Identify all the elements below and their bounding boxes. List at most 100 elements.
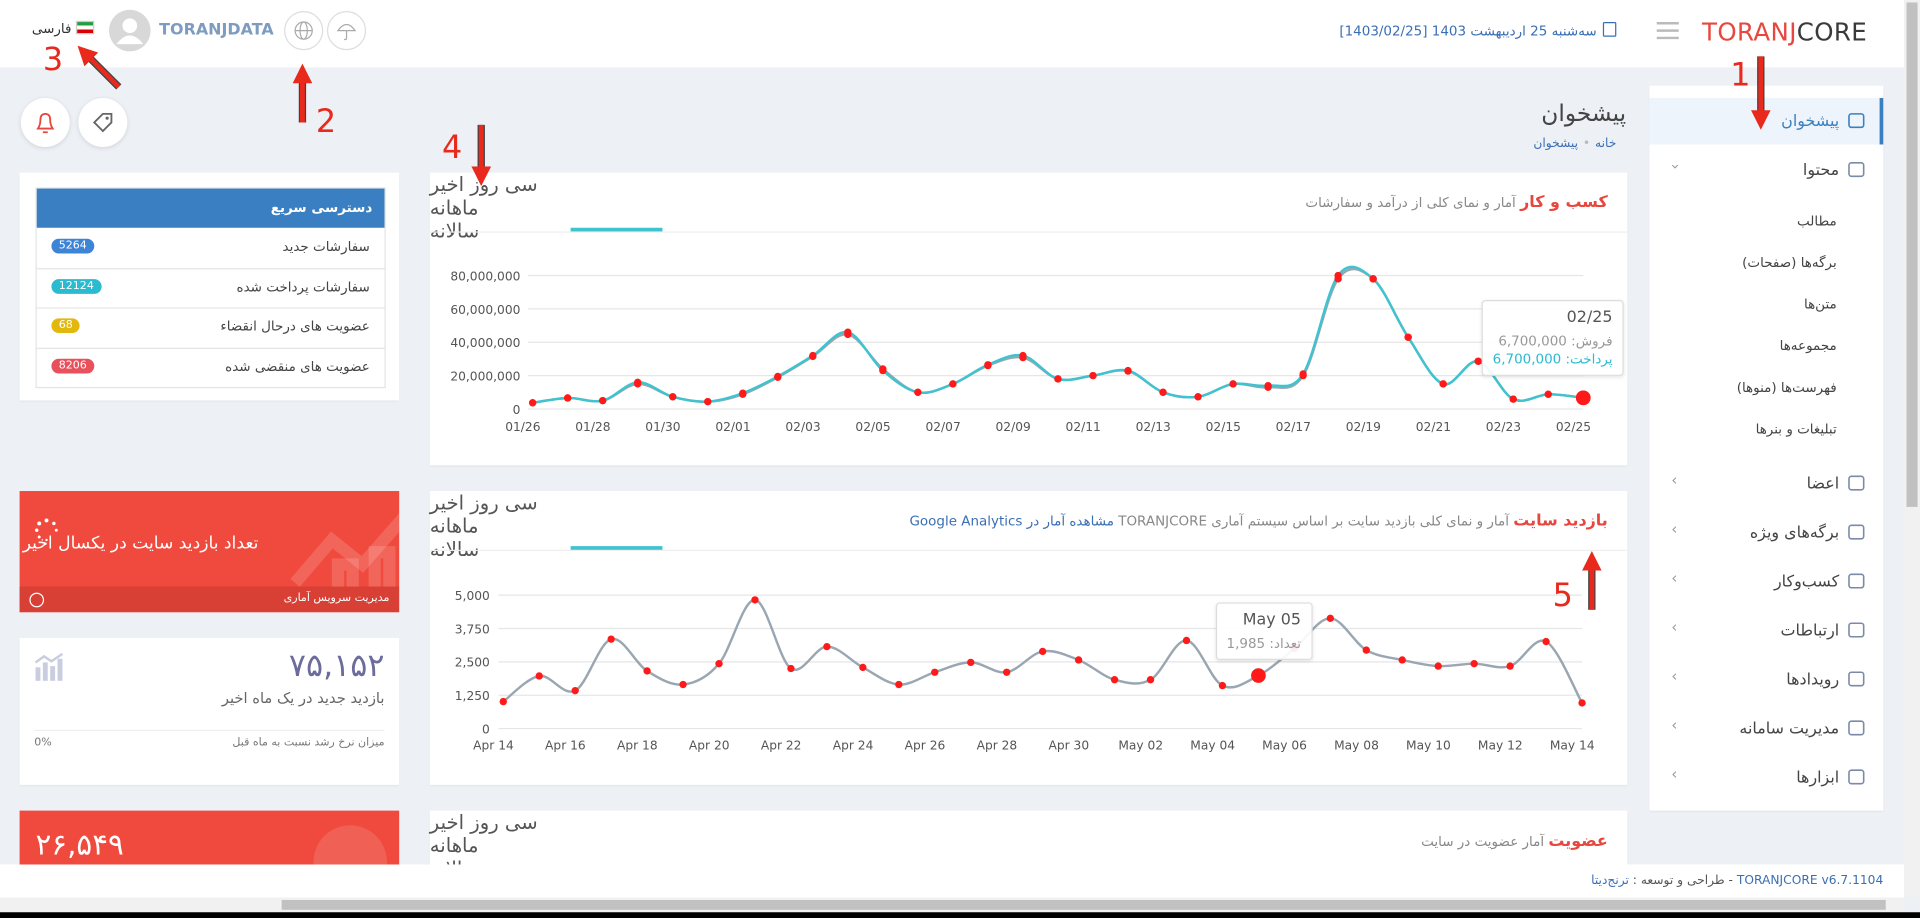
chevron[interactable]: ‹ (1665, 163, 1683, 170)
sidebar-label: محتوا (1802, 161, 1840, 181)
point (1194, 393, 1202, 401)
arrow-icon[interactable] (29, 592, 45, 608)
chevron[interactable]: ‹ (1671, 569, 1678, 587)
series-line (532, 267, 1584, 405)
tab[interactable]: سی روز اخیر (429, 810, 538, 834)
sidebar-subitem[interactable]: فهرست‌ها (منوها) (1736, 379, 1837, 396)
quick-access-table: دسترسی سریع سفارشات جدید 5264 سفارشات پردا… (35, 187, 386, 389)
sidebar-subitem[interactable]: متن‌ها (1803, 296, 1837, 313)
chevron[interactable]: ‹ (1671, 471, 1678, 489)
y-tick-label: 1,250 (455, 689, 490, 703)
language[interactable]: فارسی (32, 20, 95, 37)
sidebar-icon (1848, 475, 1865, 491)
sidebar-subitem[interactable]: تبلیغات و بنرها (1755, 421, 1837, 438)
tab[interactable]: ماهانه (429, 195, 479, 220)
point (679, 680, 687, 689)
horizontal-scrollbar[interactable] (0, 897, 1905, 913)
x-tick-label: 02/07 (925, 420, 960, 434)
point (1439, 380, 1447, 388)
umbrella-button[interactable] (326, 11, 367, 51)
tag-button[interactable] (78, 97, 128, 147)
scroll-thumb[interactable] (281, 900, 1886, 910)
visit-card-link[interactable]: مدیریت سرویس آماری (283, 592, 390, 605)
stat-icon (34, 652, 64, 681)
visit-card-footer (19, 586, 400, 613)
visit-card: تعداد بازدید سایت در یکسال اخیر مدیریت س… (19, 491, 400, 613)
row-label[interactable]: سفارشات جدید (282, 238, 370, 255)
avatar[interactable] (108, 9, 151, 52)
tab[interactable]: سالانه (429, 219, 480, 243)
point (1251, 668, 1266, 683)
tooltip-line: پرداخت: 6,700,000 (1493, 351, 1613, 367)
chevron[interactable]: ‹ (1671, 520, 1678, 538)
scroll-thumb[interactable] (1906, 2, 1918, 507)
sidebar-subitem[interactable]: مطالب (1797, 213, 1837, 229)
tab[interactable]: سی روز اخیر (429, 491, 538, 515)
point (1544, 390, 1552, 398)
icon-shape (1848, 475, 1865, 491)
chevron[interactable]: ‹ (1671, 667, 1678, 685)
breadcrumb: خانه•پیشخوان (1533, 137, 1617, 151)
logo[interactable]: TORANJCORE (1702, 17, 1867, 46)
members-value: ۲۶,۵۴۹ (35, 827, 124, 863)
sidebar-item[interactable]: پیشخوان (1781, 110, 1866, 131)
sidebar-label: مدیریت سامانه (1739, 720, 1840, 739)
point (599, 396, 607, 405)
sidebar-item[interactable]: کسب‌وکار (1773, 571, 1866, 592)
point (931, 668, 939, 676)
sidebar-label: ابزارها (1796, 768, 1840, 788)
x-tick-label: Apr 22 (761, 738, 802, 752)
sidebar-item[interactable]: محتوا (1803, 159, 1866, 180)
row-label[interactable]: سفارشات پرداخت شده (236, 278, 370, 295)
point (1470, 660, 1478, 668)
sidebar-subitem[interactable]: مجموعه‌ها (1779, 337, 1837, 354)
x-tick-label: 01/28 (575, 420, 610, 434)
tooltip-line: تعداد: 1,985 (1227, 636, 1301, 652)
chevron[interactable]: ‹ (1671, 618, 1678, 636)
card-title: بازدید سایت (1513, 511, 1608, 531)
tab[interactable]: ماهانه (429, 833, 479, 858)
breadcrumb-item[interactable]: خانه (1595, 137, 1617, 151)
sidebar-item[interactable]: ارتباطات (1780, 620, 1866, 640)
y-tick-label: 20,000,000 (450, 370, 520, 384)
sidebar-label: برگه‌های ویژه (1749, 524, 1840, 543)
x-tick-label: May 02 (1118, 738, 1163, 752)
notification-button[interactable] (20, 97, 70, 147)
sidebar-item[interactable]: رویدادها (1786, 669, 1866, 689)
row-label[interactable]: عضویت های منقضی شده (225, 358, 370, 375)
business-card: کسب و کار آمار و نمای کلی از درآمد و سفا… (429, 172, 1628, 466)
chevron[interactable]: ‹ (1671, 716, 1678, 734)
analytics-link[interactable]: مشاهده آمار در Google Analytics (909, 513, 1114, 529)
chevron[interactable]: ‹ (1671, 765, 1678, 783)
vertical-scrollbar[interactable] (1904, 0, 1920, 898)
sidebar-icon (1848, 671, 1865, 687)
sidebar-label: کسب‌وکار (1773, 573, 1840, 592)
point (1218, 681, 1227, 690)
tab[interactable]: سی روز اخیر (429, 172, 538, 196)
sidebar-item[interactable]: ابزارها (1796, 767, 1866, 788)
point (895, 680, 903, 689)
x-tick-label: 02/05 (855, 420, 890, 434)
sidebar-item[interactable]: مدیریت سامانه (1739, 718, 1866, 739)
growth-label: میزان نرخ رشد نسبت به ماه قبل (232, 737, 385, 750)
row-label[interactable]: عضویت های درحال انقضاء (220, 318, 370, 335)
tab-underline (570, 546, 663, 550)
sidebar-subitem[interactable]: برگه‌ها (صفحات) (1742, 254, 1837, 271)
footer-author[interactable]: ترنج‌دیتا (1591, 874, 1629, 888)
tab[interactable]: ماهانه (429, 514, 479, 538)
point (643, 667, 651, 675)
tag-icon (92, 112, 113, 133)
username[interactable]: TORANJDATA (159, 20, 274, 40)
tab[interactable]: سالانه (429, 537, 480, 561)
globe-button[interactable] (284, 11, 324, 51)
footer-text: TORANJCORE v6.7.1104 - طراحی و توسعه : ت… (1591, 874, 1883, 887)
breadcrumb-item: پیشخوان (1533, 137, 1579, 151)
sidebar-item[interactable]: اعضا (1807, 473, 1867, 493)
tooltip-title: 02/25 (1566, 308, 1613, 327)
stat-value: ۷۵,۱۵۲ (288, 647, 385, 685)
menu-icon[interactable] (1656, 20, 1680, 42)
point (967, 658, 975, 667)
sidebar-item[interactable]: برگه‌های ویژه (1749, 522, 1866, 543)
point (1299, 370, 1307, 378)
logo-part: CORE (1796, 17, 1868, 47)
